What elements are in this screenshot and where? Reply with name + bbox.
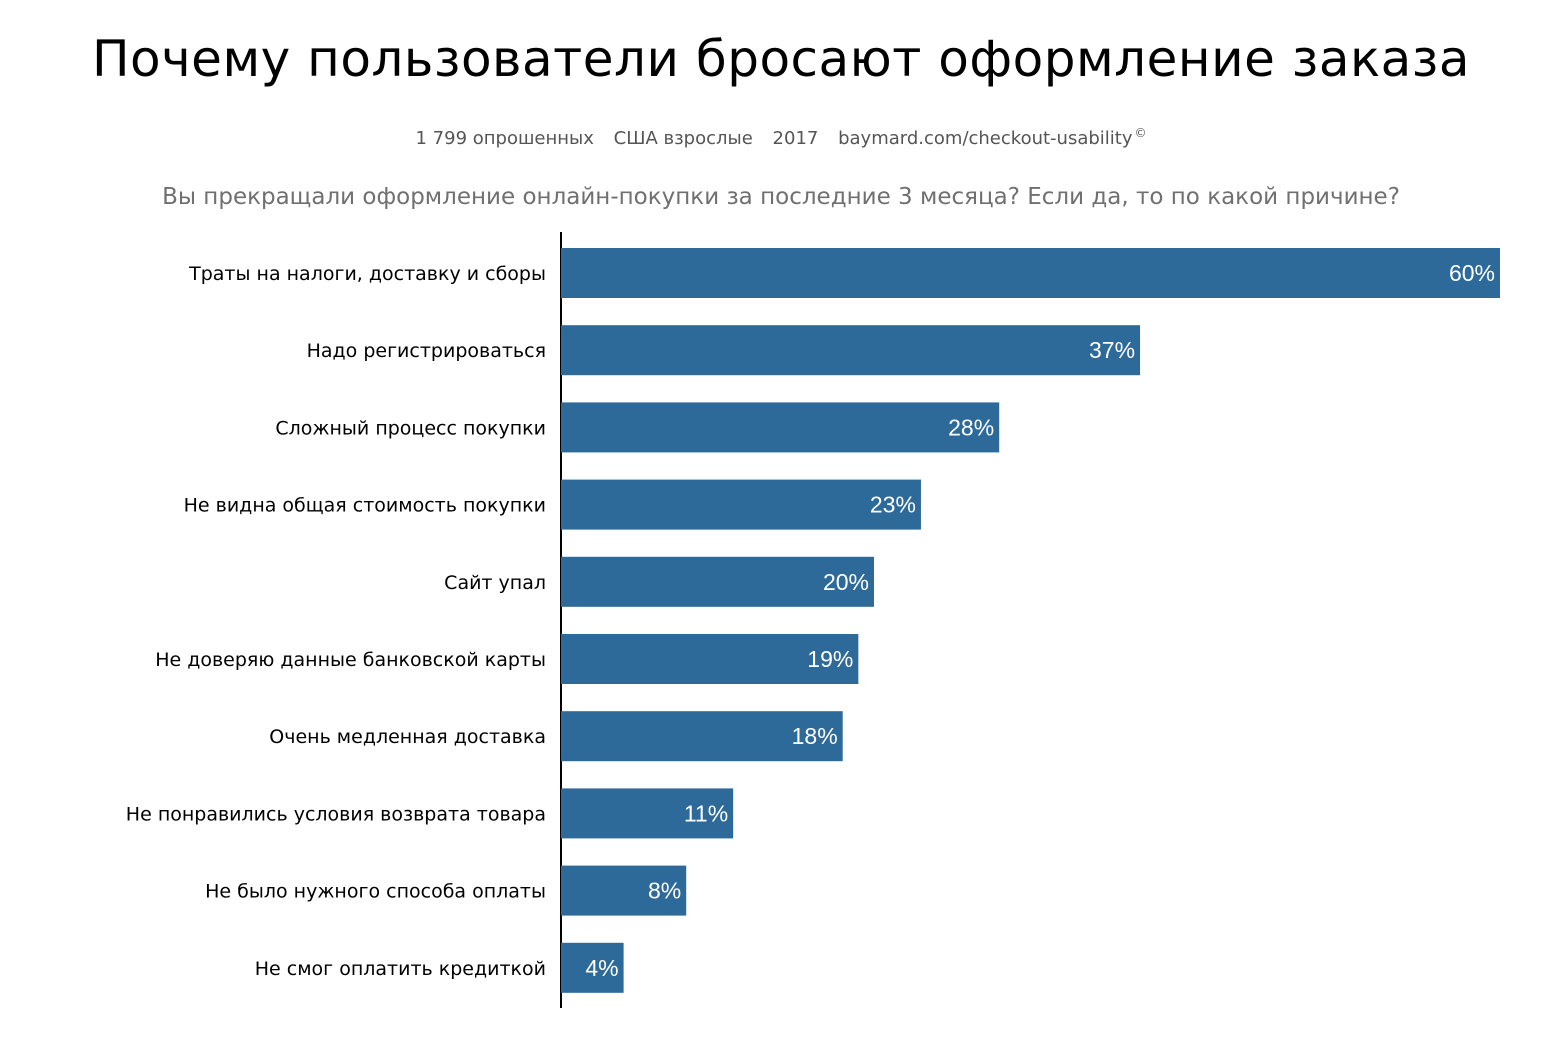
category-label: Не было нужного способа оплаты <box>205 881 546 903</box>
value-label: 28% <box>948 414 994 440</box>
bar <box>561 942 624 993</box>
audience: США взрослые <box>613 128 753 149</box>
category-label: Не доверяю данные банковской карты <box>155 649 546 671</box>
copyright-mark: © <box>1134 126 1147 140</box>
respondents-count: 1 799 опрошенных <box>415 128 594 149</box>
value-label: 60% <box>1449 260 1495 286</box>
value-label: 19% <box>807 646 853 672</box>
bar-row: Не было нужного способа оплаты 8% <box>205 865 687 916</box>
chart-meta: 1 799 опрошенных США взрослые 2017 bayma… <box>0 126 1562 149</box>
bar <box>561 479 921 530</box>
value-label: 37% <box>1089 337 1135 363</box>
value-label: 18% <box>792 723 838 749</box>
category-label: Не смог оплатить кредиткой <box>255 958 546 980</box>
bar <box>561 634 859 684</box>
bar-row: Не смог оплатить кредиткой 4% <box>255 942 624 993</box>
category-label: Не понравились условия возврата товара <box>126 803 546 825</box>
category-label: Траты на налоги, доставку и сборы <box>188 263 546 285</box>
bar <box>561 711 843 762</box>
bar-row: Очень медленная доставка 18% <box>269 711 843 762</box>
bar-row: Не видна общая стоимость покупки 23% <box>184 479 921 530</box>
source-url: baymard.com/checkout-usability <box>838 128 1133 149</box>
survey-question: Вы прекращали оформление онлайн-покупки … <box>162 184 1400 210</box>
value-label: 8% <box>648 878 681 904</box>
value-label: 4% <box>585 955 618 981</box>
category-label: Не видна общая стоимость покупки <box>184 495 546 517</box>
bar <box>561 865 687 916</box>
bar-row: Траты на налоги, доставку и сборы 60% <box>188 248 1500 298</box>
bar <box>561 325 1141 376</box>
category-label: Сложный процесс покупки <box>275 417 546 439</box>
source-link[interactable]: baymard.com/checkout-usability © <box>838 126 1147 149</box>
category-label: Очень медленная доставка <box>269 726 546 748</box>
bar-row: Не доверяю данные банковской карты 19% <box>155 634 859 684</box>
category-label: Надо регистрироваться <box>307 340 546 362</box>
value-label: 11% <box>684 800 728 826</box>
bar-row: Сайт упал 20% <box>444 556 874 607</box>
bar-row: Не понравились условия возврата товара 11… <box>126 788 734 839</box>
bar <box>561 788 734 839</box>
bar-row: Сложный процесс покупки 28% <box>275 402 1000 453</box>
survey-year: 2017 <box>772 128 819 149</box>
value-label: 23% <box>870 492 916 518</box>
bar <box>561 556 874 607</box>
bar <box>561 248 1500 298</box>
value-label: 20% <box>823 569 869 595</box>
category-label: Сайт упал <box>444 572 546 594</box>
bar <box>561 402 1000 453</box>
chart-title: Почему пользователи бросают оформление з… <box>91 30 1471 88</box>
bar-row: Надо регистрироваться 37% <box>307 325 1141 376</box>
